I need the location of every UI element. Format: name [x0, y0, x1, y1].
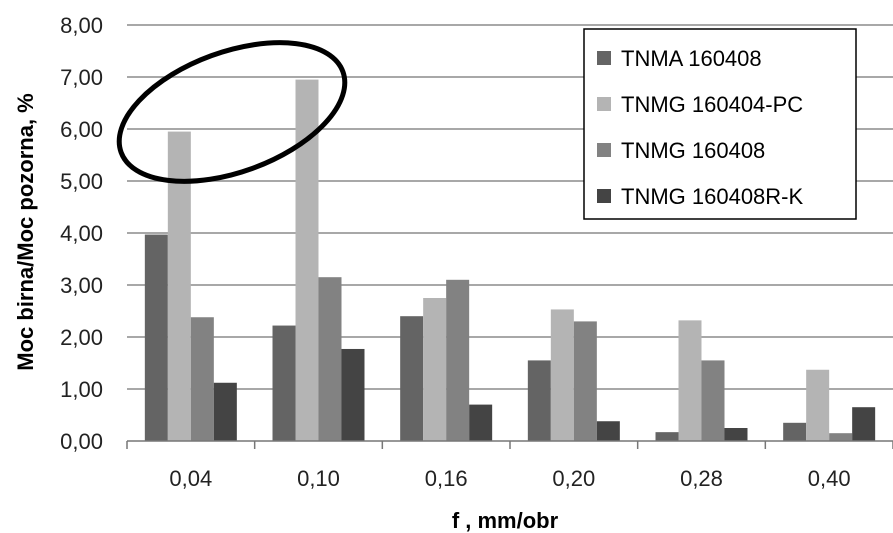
y-tick-label: 7,00 [60, 65, 103, 90]
y-tick-label: 4,00 [60, 221, 103, 246]
bar [213, 382, 237, 441]
x-tick-label: 0,16 [425, 466, 468, 491]
bar [341, 348, 365, 441]
y-tick-label: 5,00 [60, 169, 103, 194]
bar [655, 432, 679, 441]
x-tick-label: 0,40 [808, 466, 851, 491]
highlight-ellipse [116, 40, 348, 184]
bar [190, 317, 214, 441]
bar [678, 320, 702, 441]
bar [550, 309, 574, 441]
bar [318, 277, 342, 441]
bar [596, 421, 620, 441]
legend-label: TNMG 160404-PC [621, 92, 803, 117]
bar [400, 316, 424, 441]
legend-label: TNMG 160408 [621, 138, 765, 163]
x-tick-label: 0,20 [552, 466, 595, 491]
bar [852, 407, 876, 441]
legend-box [583, 28, 857, 220]
bar [783, 422, 807, 441]
bar [829, 433, 853, 441]
y-tick-label: 6,00 [60, 117, 103, 142]
legend-swatch [597, 51, 611, 65]
y-tick-label: 0,00 [60, 429, 103, 454]
y-tick-label: 3,00 [60, 273, 103, 298]
y-tick-label: 1,00 [60, 377, 103, 402]
bar [167, 131, 191, 441]
bar [144, 234, 168, 441]
x-tick-label: 0,04 [169, 466, 212, 491]
bar [527, 360, 551, 441]
y-tick-label: 2,00 [60, 325, 103, 350]
bar [573, 321, 597, 441]
bar [295, 79, 319, 441]
bars [144, 79, 876, 441]
legend-label: TNMG 160408R-K [621, 184, 804, 209]
bar [446, 279, 470, 441]
y-axis-tick-labels: 0,00 1,00 2,00 3,00 4,00 5,00 6,00 7,00 8,00 [60, 13, 103, 454]
bar [272, 325, 296, 441]
x-axis-title: f , mm/obr [452, 508, 559, 533]
x-tick-label: 0,10 [297, 466, 340, 491]
bar [469, 404, 493, 441]
x-tick-label: 0,28 [680, 466, 723, 491]
legend: TNMA 160408 TNMG 160404-PC TNMG 160408 TNMG… [583, 28, 857, 220]
bar [806, 369, 830, 441]
legend-swatch [597, 143, 611, 157]
y-axis-title: Moc birna/Moc pozorna, % [13, 93, 38, 370]
bar [701, 360, 725, 441]
x-axis: 0,04 0,10 0,16 0,20 0,28 0,40 [126, 440, 893, 491]
y-tick-label: 8,00 [60, 13, 103, 38]
gridlines [127, 24, 893, 390]
bar [423, 298, 447, 441]
legend-label: TNMA 160408 [621, 46, 762, 71]
legend-swatch [597, 97, 611, 111]
legend-swatch [597, 189, 611, 203]
bar [724, 428, 748, 441]
